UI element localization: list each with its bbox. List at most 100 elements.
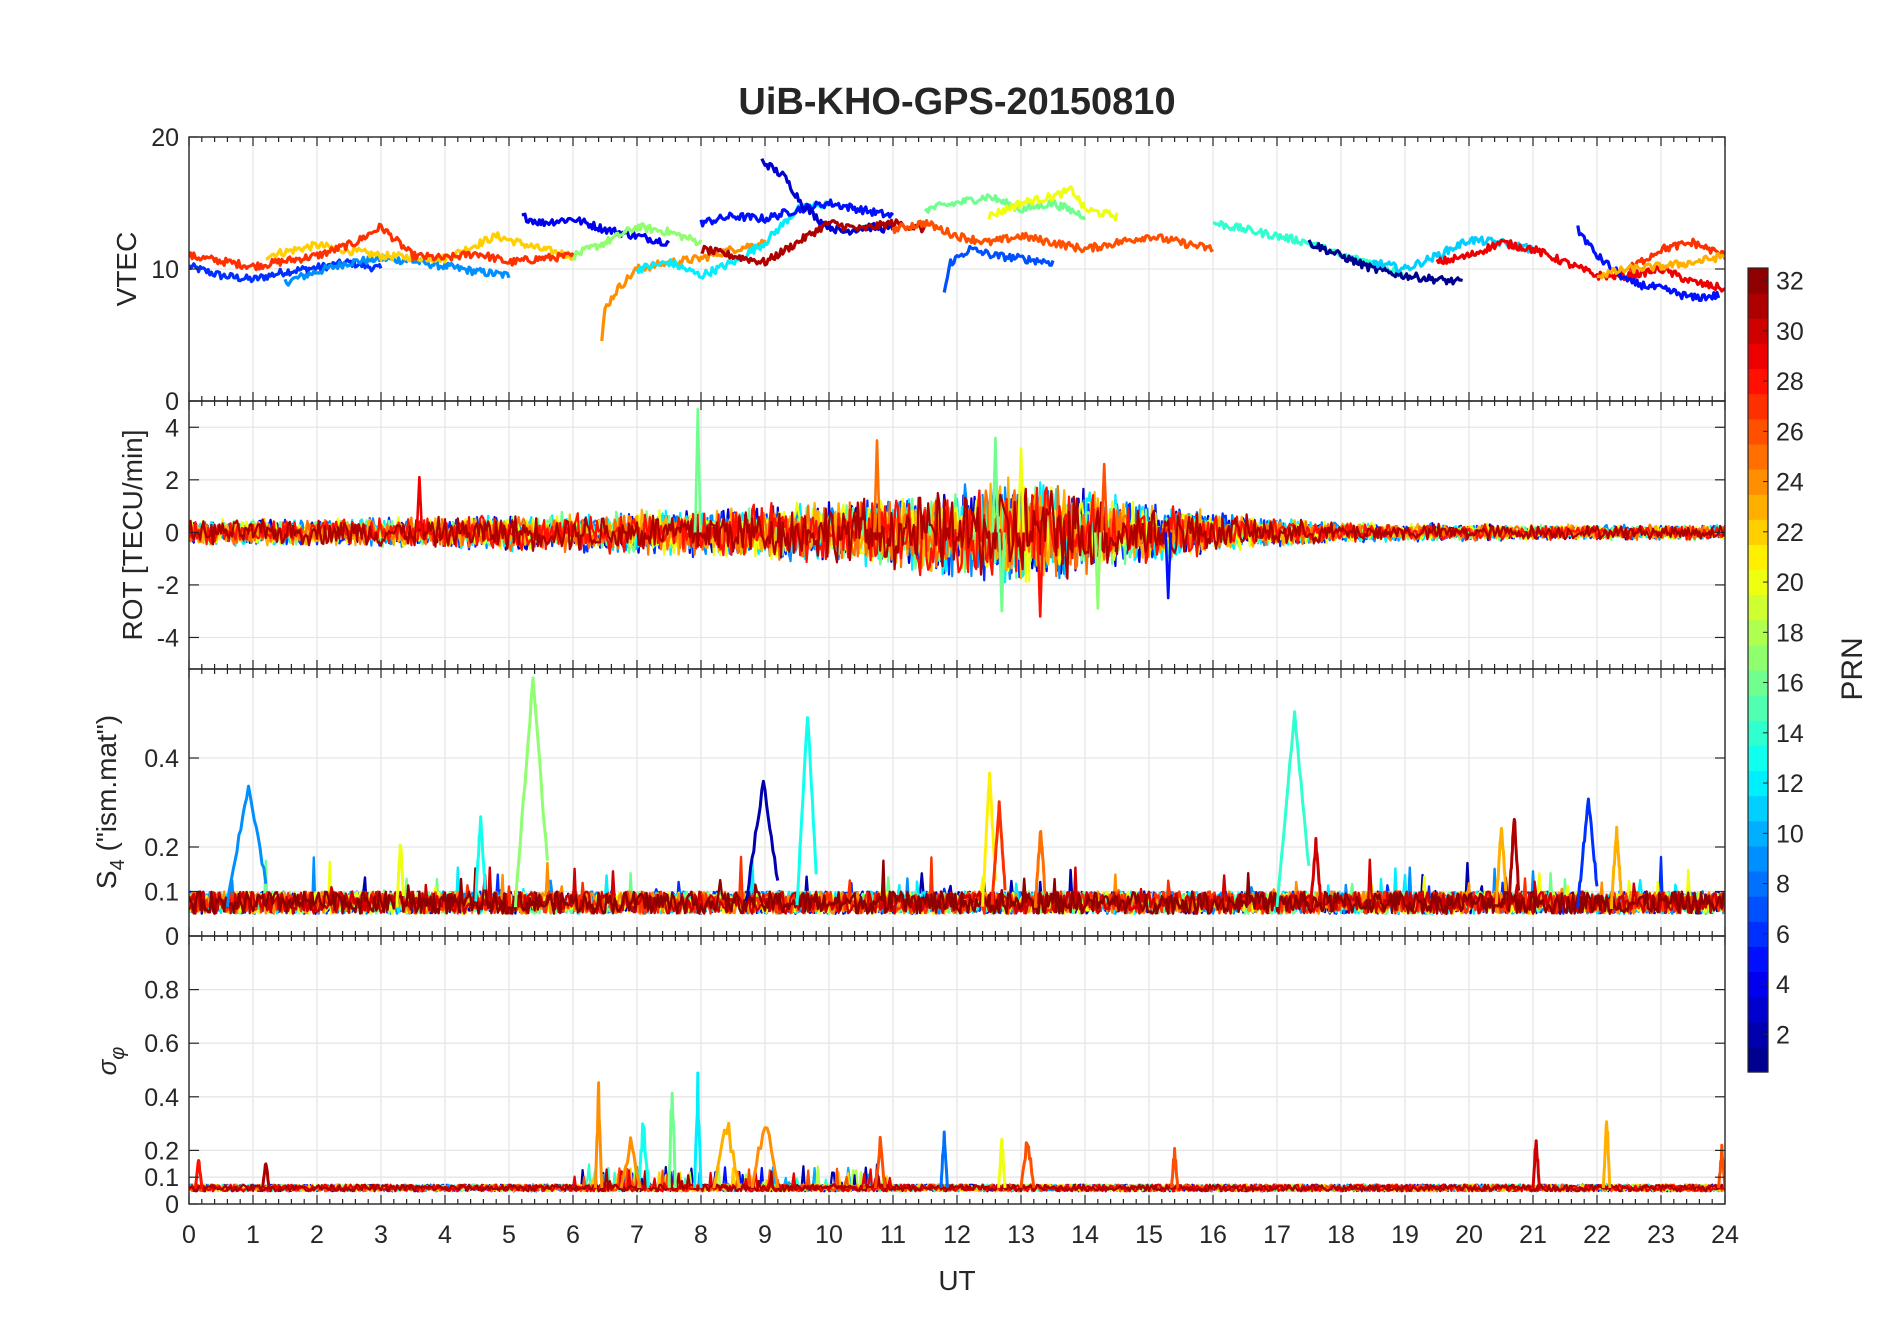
vtec-series-prn-7 xyxy=(942,244,1055,293)
s4-spike xyxy=(1576,797,1599,909)
s4-spike xyxy=(1609,825,1623,910)
rot-spike xyxy=(1100,462,1109,533)
s4-spike xyxy=(1275,710,1311,908)
colorbar-segment xyxy=(1748,469,1768,495)
y-tick-label: 20 xyxy=(151,124,179,152)
ylabel-sigma-phi: σφ xyxy=(92,1047,129,1076)
y-tick-label: 0.4 xyxy=(144,745,179,773)
x-tick-label: 23 xyxy=(1647,1221,1675,1249)
sigma-spike xyxy=(193,1159,204,1189)
x-tick-label: 1 xyxy=(246,1221,260,1249)
colorbar-segment xyxy=(1748,569,1768,596)
colorbar-segment xyxy=(1748,820,1768,847)
plot-area xyxy=(189,407,1725,618)
x-tick-label: 24 xyxy=(1711,1221,1739,1249)
y-tick-label: 0 xyxy=(165,1191,179,1219)
colorbar-tick-label: 12 xyxy=(1776,770,1804,798)
sigma-spike xyxy=(873,1135,887,1189)
sigma-spike xyxy=(693,1071,703,1188)
vtec-series-prn-6 xyxy=(189,258,383,284)
rot-series-prn-28 xyxy=(189,486,1725,577)
colorbar-tick-label: 24 xyxy=(1776,469,1804,497)
colorbar-segment xyxy=(1748,318,1768,344)
colorbar-segment xyxy=(1748,1046,1768,1073)
x-tick-label: 5 xyxy=(502,1221,516,1249)
colorbar-tick-label: 8 xyxy=(1776,871,1790,899)
colorbar-segment xyxy=(1748,1021,1768,1048)
sigma-spike xyxy=(637,1122,650,1189)
panel-vtec: 0 10 20 xyxy=(151,124,1726,416)
sigma-spike xyxy=(1531,1139,1541,1189)
y-tick-label: 0 xyxy=(165,388,179,416)
colorbar-segment xyxy=(1748,845,1768,872)
x-tick-label: 3 xyxy=(374,1221,388,1249)
y-tick-label: -4 xyxy=(157,624,179,652)
colorbar-tick-label: 18 xyxy=(1776,619,1804,647)
chart-title: UiB-KHO-GPS-20150810 xyxy=(738,81,1175,123)
y-tick-label: 10 xyxy=(151,256,179,284)
colorbar-frame xyxy=(1747,267,1769,1073)
sigma-spike xyxy=(712,1121,741,1189)
s4-spike xyxy=(1033,830,1047,908)
colorbar-segment xyxy=(1748,670,1768,696)
rot-spike xyxy=(1017,447,1025,533)
x-tick-label: 18 xyxy=(1327,1221,1355,1249)
vtec-series-prn-27 xyxy=(1628,237,1725,272)
x-tick-label: 12 xyxy=(943,1221,971,1249)
ylabel-s4-main: S xyxy=(91,870,122,889)
sigma-spike xyxy=(1019,1141,1036,1189)
rot-spike xyxy=(991,436,1000,533)
vtec-series-prn-27 xyxy=(189,222,575,272)
s4-spike xyxy=(795,716,818,906)
x-tick-label: 4 xyxy=(438,1221,452,1249)
s4-spike xyxy=(1507,817,1521,906)
colorbar-tick-label: 32 xyxy=(1776,268,1804,296)
sigma-spike xyxy=(667,1091,677,1188)
rot-spike xyxy=(1164,532,1173,600)
x-axis-ticklabels: 0 1 2 3 4 5 6 7 8 9 10 11 12 13 14 15 16 17 18 19 20 21 22 23 24 xyxy=(182,1221,1739,1249)
sigma-spike xyxy=(261,1162,271,1189)
colorbar-segment xyxy=(1748,418,1768,445)
vtec-series-prn-5 xyxy=(699,198,895,228)
rot-spike xyxy=(415,475,424,533)
y-tick-label: -2 xyxy=(157,572,179,600)
y-tick-label: 0.1 xyxy=(144,879,179,907)
x-tick-label: 10 xyxy=(815,1221,843,1249)
y-tick-label: 0 xyxy=(165,923,179,951)
y-tick-label: 2 xyxy=(165,467,179,495)
y-tick-label: 0.1 xyxy=(144,1164,179,1192)
s4-spike xyxy=(225,784,268,908)
s4-spike xyxy=(395,843,405,908)
panel-s4: 0 0.1 0.2 0.4 xyxy=(144,668,1726,951)
axes: 00.10.2 0.4 0.6 0.8 xyxy=(144,935,1726,1219)
colorbar-tick-label: 20 xyxy=(1776,569,1804,597)
colorbar-segment xyxy=(1748,443,1768,470)
plot-area xyxy=(189,1071,1725,1193)
x-tick-label: 0 xyxy=(182,1221,196,1249)
rot-spike xyxy=(997,532,1006,613)
colorbar-segment xyxy=(1748,393,1768,420)
colorbar-segment xyxy=(1748,871,1768,897)
vtec-series-prn-1 xyxy=(1307,239,1463,286)
colorbar-segment xyxy=(1748,720,1768,746)
x-tick-label: 22 xyxy=(1583,1221,1611,1249)
colorbar-tick-label: 22 xyxy=(1776,519,1804,547)
ylabel-vtec: VTEC xyxy=(111,232,142,307)
ylabel-s4-rest: ("ism.mat") xyxy=(91,715,122,859)
x-tick-label: 21 xyxy=(1519,1221,1547,1249)
ylabel-s4: S4 ("ism.mat") xyxy=(91,715,129,889)
colorbar-segment xyxy=(1748,619,1768,646)
vtec-series-prn-16 xyxy=(923,193,1087,221)
sigma-spike xyxy=(939,1130,949,1188)
vtec-series-prn-24 xyxy=(600,238,767,342)
colorbar-segment xyxy=(1748,293,1768,319)
colorbar-segment xyxy=(1748,343,1768,370)
colorbar-segment xyxy=(1748,971,1768,998)
sigma-spike xyxy=(1601,1120,1612,1188)
s4-spike xyxy=(981,771,997,907)
ylabel-rot: ROT [TECU/min] xyxy=(117,429,148,640)
colorbar-tick-label: 2 xyxy=(1776,1021,1790,1049)
rot-series-prn-31 xyxy=(189,487,1725,580)
